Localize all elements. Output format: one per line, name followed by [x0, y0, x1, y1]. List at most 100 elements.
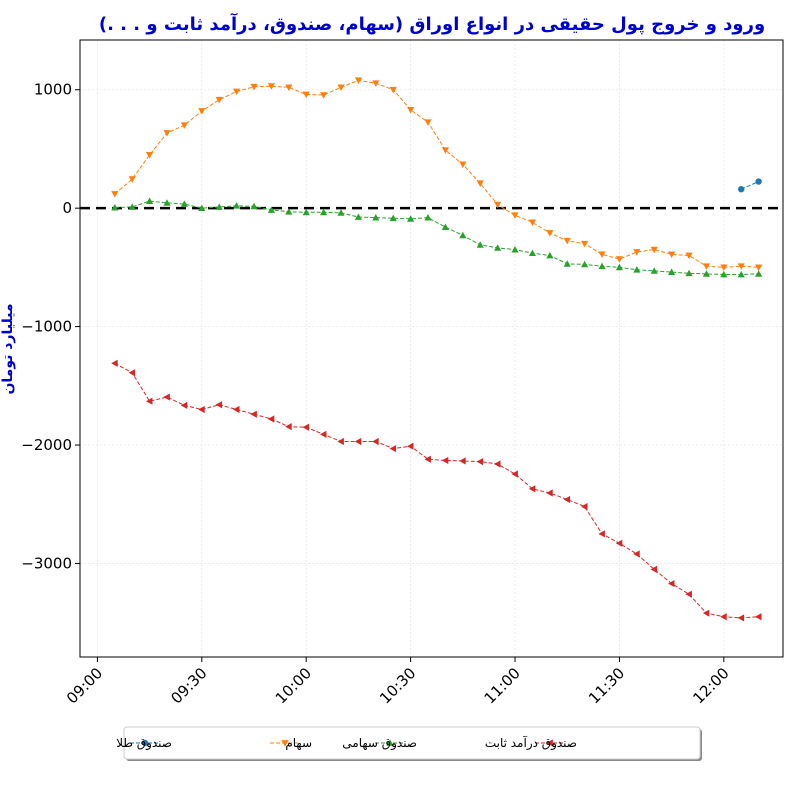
data-point — [302, 208, 310, 216]
data-point — [180, 200, 189, 207]
x-tick-label: 10:00 — [272, 664, 315, 707]
data-point — [198, 204, 206, 212]
x-tick-label: 11:00 — [481, 664, 524, 707]
data-point — [250, 202, 258, 210]
data-point — [598, 530, 605, 538]
data-point — [198, 108, 206, 115]
data-point — [215, 203, 223, 210]
data-point — [320, 92, 328, 99]
data-point — [650, 267, 658, 274]
legend-swatch-marker — [281, 740, 289, 747]
legend-item: سهام — [270, 736, 312, 750]
x-tick-label: 11:30 — [585, 664, 628, 707]
legend-label: صندوق درآمد ثابت — [485, 735, 577, 751]
data-point — [163, 393, 170, 401]
legend-swatch-marker — [386, 739, 394, 746]
data-point — [563, 237, 571, 245]
series-line — [114, 79, 759, 268]
data-point — [372, 214, 380, 221]
data-point — [354, 437, 362, 446]
y-tick-label: 0 — [62, 199, 72, 217]
data-point — [615, 263, 624, 271]
legend-item: صندوق سهامی — [342, 736, 417, 751]
data-point — [215, 96, 223, 104]
legend-item: صندوق درآمد ثابت — [485, 735, 577, 751]
legend: صندوق طلا سهام صندوق سهامی صندوق درآمد ثابت — [116, 726, 702, 761]
data-point — [633, 249, 641, 256]
data-point — [720, 613, 727, 621]
data-point — [233, 88, 241, 96]
legend-swatch-marker — [141, 739, 149, 747]
data-point — [128, 176, 136, 183]
data-point — [459, 231, 467, 239]
data-point — [511, 246, 519, 253]
data-point — [372, 80, 380, 87]
data-point — [354, 213, 363, 220]
x-tick-label: 10:30 — [376, 664, 419, 707]
data-point — [424, 214, 432, 221]
data-point — [738, 186, 745, 193]
legend-label: سهام — [285, 736, 312, 750]
data-point — [546, 251, 554, 259]
axis-ticks: 09:00 09:30 10:00 10:30 11:00 11:30 12:00 1000 0… — [21, 81, 732, 708]
data-point — [755, 264, 763, 271]
grid — [80, 40, 783, 657]
data-point — [441, 456, 449, 465]
data-point — [720, 264, 728, 271]
data-point — [180, 122, 189, 129]
data-point — [633, 266, 641, 273]
data-point — [755, 178, 762, 185]
data-point — [146, 151, 154, 159]
data-point — [581, 240, 589, 248]
data-point — [476, 457, 484, 466]
data-point — [302, 423, 310, 431]
data-point — [702, 609, 710, 617]
data-point — [389, 444, 397, 453]
data-point — [476, 241, 484, 248]
legend-label: صندوق سهامی — [342, 736, 417, 751]
x-tick-label: 09:30 — [167, 664, 210, 707]
data-point — [407, 106, 415, 114]
data-point — [511, 470, 518, 478]
data-point — [581, 502, 588, 511]
data-point — [546, 230, 554, 237]
data-point — [424, 119, 432, 126]
series-line — [114, 200, 759, 275]
data-point — [337, 437, 344, 446]
data-point — [250, 83, 258, 91]
plot-frame — [79, 39, 784, 658]
x-tick-label: 12:00 — [689, 664, 732, 707]
data-point — [128, 203, 136, 210]
series-0 — [738, 178, 762, 193]
x-tick-label: 09:00 — [63, 664, 106, 707]
data-point — [407, 442, 414, 450]
data-point — [146, 397, 153, 405]
data-point — [685, 590, 692, 598]
data-point — [372, 437, 379, 446]
data-point — [285, 84, 293, 91]
data-point — [702, 270, 711, 277]
data-point — [163, 199, 171, 206]
data-point — [111, 203, 119, 211]
data-point — [476, 180, 484, 187]
y-tick-label: −1000 — [21, 318, 72, 336]
data-point — [528, 249, 537, 257]
data-point — [128, 369, 136, 377]
data-point — [320, 208, 328, 216]
series-line — [114, 362, 759, 619]
data-point — [441, 223, 450, 230]
chart-title: ورود و خروج پول حقیقی در انواع اوراق (سه… — [99, 12, 765, 35]
data-point — [441, 147, 450, 154]
data-point — [685, 252, 693, 260]
data-point — [233, 405, 240, 414]
data-point — [320, 430, 327, 438]
data-point — [563, 260, 571, 267]
data-point — [407, 215, 415, 222]
legend-label: صندوق طلا — [116, 736, 172, 751]
series-2 — [111, 197, 763, 278]
data-point — [528, 485, 536, 493]
data-point — [494, 460, 501, 468]
data-point — [720, 270, 728, 278]
data-point — [337, 84, 345, 91]
